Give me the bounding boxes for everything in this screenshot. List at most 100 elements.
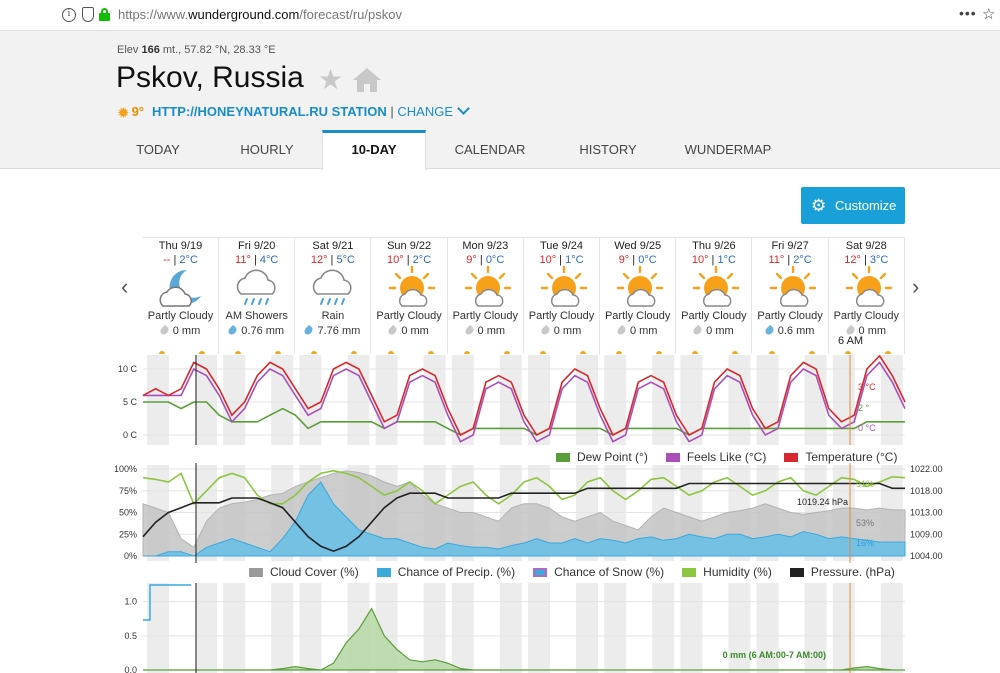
tab-10-day[interactable]: 10-DAY <box>322 130 426 170</box>
chevron-down-icon[interactable] <box>457 102 470 115</box>
precip-amount-chart[interactable]: 1.0 0.5 0.0 0 mm (6 AM:00-7 AM:00) <box>0 583 1000 673</box>
cloud-humidity-chart[interactable]: 100% 1022.00 75% 1018.00 50% 1013.00 25% 1009.0… <box>0 463 1000 563</box>
station-link[interactable]: HTTP://HONEYNATURAL.RU STATION <box>152 104 387 119</box>
hover-temp-label: 3 °C <box>858 382 876 392</box>
day-card[interactable]: Thu 9/26 10° | 1°C Partly Cloudy 0 mm <box>676 238 753 354</box>
day-card[interactable]: Sat 9/28 12° | 3°C Partly Cloudy 0 mm <box>829 238 905 354</box>
y-tick-left: 50% <box>119 508 137 518</box>
legend-chance-snow[interactable]: Chance of Snow (%) <box>533 565 664 579</box>
tab-hourly[interactable]: HOURLY <box>240 142 294 157</box>
sun-cloud-icon <box>448 265 524 310</box>
day-temps: 11° | 4°C <box>235 254 279 266</box>
day-card[interactable]: Sat 9/21 12° | 5°C Rain 7.76 mm <box>295 238 372 354</box>
elevation-coords: Elev 166 mt., 57.82 °N, 28.33 °E <box>117 44 276 56</box>
day-precip: 0 mm <box>448 324 523 337</box>
sunset-marker <box>427 351 434 354</box>
tab-wundermap[interactable]: WUNDERMAP <box>684 142 772 157</box>
day-card[interactable]: Fri 9/27 11° | 2°C Partly Cloudy 0.6 mm <box>753 238 829 354</box>
hover-dew-label: 2 ° <box>858 403 870 413</box>
night-band <box>528 355 550 445</box>
next-days-arrow[interactable]: › <box>912 274 920 299</box>
lock-icon[interactable] <box>99 8 110 21</box>
day-card[interactable]: Sun 9/22 10° | 2°C Partly Cloudy 0 mm <box>372 238 448 354</box>
night-band <box>604 583 627 673</box>
day-card[interactable]: Tue 9/24 10° | 1°C Partly Cloudy 0 mm <box>524 238 600 354</box>
series-line-1 <box>143 361 906 443</box>
sun-cloud-icon <box>676 265 752 310</box>
night-band <box>147 355 169 445</box>
y-tick-right: 1009.00 <box>910 529 943 539</box>
sunrise-marker <box>159 351 165 354</box>
legend-dew-point[interactable]: Dew Point (°) <box>556 450 648 464</box>
day-precip: 0 mm <box>829 324 904 337</box>
sunrise-marker <box>311 351 318 354</box>
y-tick-left: 75% <box>119 486 137 496</box>
night-band <box>832 583 855 673</box>
sunrise-marker <box>540 351 546 354</box>
day-name: Sun 9/22 <box>387 240 432 252</box>
raindrop-icon <box>539 324 551 337</box>
legend-temperature[interactable]: Temperature (°C) <box>784 450 897 464</box>
day-card[interactable]: Mon 9/23 9° | 0°C Partly Cloudy 0 mm <box>448 238 524 354</box>
ten-day-strip: Thu 9/19 -- | 2°C Partly Cloudy 0 mm Fri 9/2… <box>143 237 905 354</box>
day-card[interactable]: Fri 9/20 11° | 4°C AM Showers 0.76 mm <box>219 238 296 354</box>
y-tick-label: 0 C <box>123 430 138 440</box>
tab-history[interactable]: HISTORY <box>579 142 637 157</box>
info-icon[interactable]: i <box>62 8 76 22</box>
raindrop-icon <box>691 324 704 337</box>
raindrop-icon <box>227 324 239 337</box>
day-temps: 11° | 2°C <box>768 254 812 266</box>
night-band <box>680 583 703 673</box>
browser-url-bar: i https://www.wunderground.com/forecast/… <box>0 0 1000 31</box>
sunset-marker <box>503 351 510 354</box>
change-station-link[interactable]: CHANGE <box>397 104 453 119</box>
day-card[interactable]: Thu 9/19 -- | 2°C Partly Cloudy 0 mm <box>143 238 219 354</box>
night-band <box>652 355 675 445</box>
series-line-2 <box>143 401 905 436</box>
tracking-shield-icon[interactable] <box>82 7 94 22</box>
day-precip: 0 mm <box>372 324 447 337</box>
forecast-tabs: TODAY HOURLY 10-DAY CALENDAR HISTORY WUN… <box>104 130 794 170</box>
legend-pressure[interactable]: Pressure. (hPa) <box>789 565 895 579</box>
home-icon[interactable] <box>352 67 382 93</box>
y-tick-label: 0.5 <box>124 631 137 641</box>
sun-cloud-icon <box>753 265 829 310</box>
customize-button[interactable]: ⚙ Customize <box>801 187 905 224</box>
y-tick-left: 25% <box>119 529 137 539</box>
sun-icon: ✹ <box>117 105 130 122</box>
series-line-0 <box>142 355 906 437</box>
night-band <box>680 355 703 445</box>
day-card[interactable]: Wed 9/25 9° | 0°C Partly Cloudy 0 mm <box>600 238 677 354</box>
day-temps: -- | 2°C <box>163 254 198 266</box>
night-band <box>499 583 522 673</box>
legend-cloud-cover[interactable]: Cloud Cover (%) <box>249 565 359 579</box>
legend-feels-like[interactable]: Feels Like (°C) <box>665 450 766 464</box>
precip-swatch <box>376 567 391 577</box>
night-band <box>880 583 903 673</box>
sunrise-marker <box>768 351 775 354</box>
feels-swatch <box>665 452 680 462</box>
y-tick-left: 0% <box>124 551 137 561</box>
legend-chance-precip[interactable]: Chance of Precip. (%) <box>376 565 515 579</box>
day-condition: Rain <box>321 310 345 322</box>
day-condition: AM Showers <box>225 310 288 322</box>
legend-humidity[interactable]: Humidity (%) <box>682 565 772 579</box>
url-field[interactable]: https://www.wunderground.com/forecast/ru… <box>118 7 402 22</box>
sunrise-marker <box>616 351 623 354</box>
night-band <box>423 583 446 673</box>
hover-cloud-label: 53% <box>856 518 874 528</box>
rain-cloud-icon <box>295 266 371 310</box>
tab-today[interactable]: TODAY <box>136 142 180 157</box>
page-actions-menu-icon[interactable]: ••• <box>959 5 977 21</box>
day-condition: Partly Cloudy <box>147 310 214 322</box>
raindrop-icon <box>158 324 170 337</box>
favorite-star-icon[interactable]: ★ <box>318 64 344 95</box>
y-tick-right: 1004.00 <box>910 551 943 561</box>
tab-calendar[interactable]: CALENDAR <box>454 142 526 157</box>
day-condition: Partly Cloudy <box>528 310 595 322</box>
y-tick-label: 10 C <box>118 364 138 374</box>
prev-days-arrow[interactable]: ‹ <box>121 274 129 299</box>
temperature-chart[interactable]: 10 C 5 C 0 C 3 °C 2 ° 0 °C <box>0 355 1000 447</box>
sun-cloud-icon <box>600 265 676 310</box>
bookmark-star-icon[interactable]: ☆ <box>982 6 996 23</box>
